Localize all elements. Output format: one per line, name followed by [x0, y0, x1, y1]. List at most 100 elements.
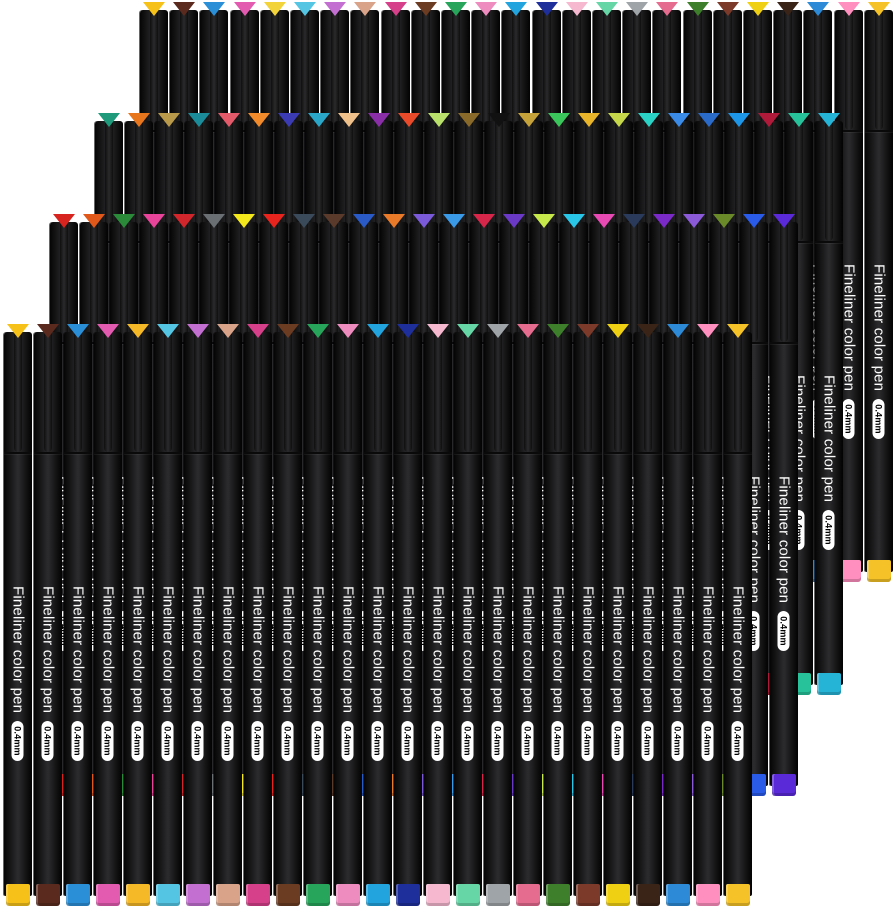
pen-label: Fineliner color pen 0.4mm: [10, 586, 27, 761]
pen-color-tip: [414, 2, 437, 16]
pen-color-tip: [548, 113, 570, 127]
pen-label: Fineliner color pen 0.4mm: [776, 476, 793, 651]
pen-clip: [210, 222, 218, 342]
pen-clip: [421, 10, 430, 130]
tip-size-badge: 0.4mm: [462, 721, 474, 761]
pen-color-tip: [517, 324, 539, 338]
pen-color-tip: [683, 214, 705, 228]
pen-color-tip: [143, 214, 165, 228]
pen-cap-seam: [94, 452, 122, 454]
pen-color-tip: [596, 2, 618, 16]
tip-size-badge: 0.4mm: [492, 721, 504, 761]
pen-color-tip: [277, 324, 299, 338]
pen-clip: [465, 121, 473, 241]
pen-clip: [584, 332, 592, 452]
pen-cap-seam: [215, 241, 243, 243]
pen-clip: [150, 222, 158, 342]
pen-cap-seam: [770, 342, 798, 344]
pen-color-tip: [505, 2, 528, 16]
pen-color-tip: [67, 324, 89, 338]
pen-label-text: Fineliner color pen: [159, 586, 177, 714]
pen-color-tip: [747, 2, 769, 16]
tip-size-badge: 0.4mm: [12, 721, 24, 761]
pen-clip: [540, 222, 548, 342]
pen-color-tip: [323, 214, 345, 228]
pen-color-tip: [128, 113, 150, 127]
pen-label-text: Fineliner color pen: [249, 586, 267, 714]
pen-cap-seam: [124, 452, 152, 454]
pen-cap-seam: [605, 241, 633, 243]
pen-color-tip: [475, 2, 498, 16]
pen-clip: [374, 332, 382, 452]
fineliner-pen: Fineliner color pen 0.4mm: [94, 324, 122, 906]
pen-color-tip: [113, 214, 135, 228]
pen-clip: [420, 222, 428, 342]
pen-color-tip: [713, 214, 735, 228]
pen-end-cap: [546, 884, 570, 906]
pen-label-text: Fineliner color pen: [279, 586, 297, 714]
pen-clip: [225, 121, 233, 241]
pen-label-text: Fineliner color pen: [39, 586, 57, 714]
tip-size-badge: 0.4mm: [702, 721, 714, 761]
pen-cap-seam: [834, 130, 863, 132]
pen-end-cap: [696, 884, 720, 906]
pen-color-tip: [457, 324, 479, 338]
tip-size-badge: 0.4mm: [192, 721, 204, 761]
pen-cap-seam: [634, 452, 662, 454]
pen-color-tip: [728, 113, 750, 127]
pen-color-tip: [143, 2, 165, 16]
pen-color-tip: [547, 324, 569, 338]
pen-color-tip: [686, 2, 709, 16]
fineliner-pen: Fineliner color pen 0.4mm: [124, 324, 152, 906]
fineliner-pen: Fineliner color pen 0.4mm: [514, 324, 542, 906]
pen-cap-seam: [724, 452, 752, 454]
pen-cap-seam: [485, 241, 513, 243]
pen-label: Fineliner color pen 0.4mm: [550, 586, 567, 761]
pen-label: Fineliner color pen 0.4mm: [640, 586, 657, 761]
pen-label-text: Fineliner color pen: [519, 586, 537, 714]
pen-label-text: Fineliner color pen: [729, 586, 747, 714]
pen-clip: [734, 332, 742, 452]
pen-label-text: Fineliner color pen: [669, 586, 687, 714]
fineliner-pen: Fineliner color pen 0.4mm: [484, 324, 512, 906]
pen-color-tip: [98, 113, 120, 127]
pen-end-cap: [6, 884, 30, 906]
pen-label: Fineliner color pen 0.4mm: [250, 586, 267, 761]
pen-label-text: Fineliner color pen: [69, 586, 87, 714]
pen-clip: [434, 332, 442, 452]
tip-size-badge: 0.4mm: [402, 721, 414, 761]
pen-color-tip: [788, 113, 810, 127]
tip-size-badge: 0.4mm: [522, 721, 534, 761]
pen-color-tip: [217, 324, 239, 338]
pen-cap-seam: [424, 452, 452, 454]
fineliner-pen: Fineliner color pen 0.4mm: [634, 324, 662, 906]
pen-clip: [525, 121, 533, 241]
pen-clip: [195, 121, 203, 241]
pen-color-tip: [743, 214, 765, 228]
fineliner-pen: Fineliner color pen 0.4mm: [334, 324, 362, 906]
pen-label: Fineliner color pen 0.4mm: [490, 586, 507, 761]
pen-clip: [285, 121, 293, 241]
fineliner-pen: Fineliner color pen 0.4mm: [304, 324, 332, 906]
pen-cap-seam: [140, 130, 168, 132]
tip-size-badge: 0.4mm: [282, 721, 294, 761]
pen-clip: [572, 10, 581, 130]
pen-clip: [314, 332, 322, 452]
pen-clip: [844, 10, 853, 130]
fineliner-pen: Fineliner color pen 0.4mm: [574, 324, 602, 906]
pen-clip: [390, 222, 398, 342]
pen-color-tip: [203, 214, 225, 228]
pen-color-tip: [727, 324, 749, 338]
pen-cap-seam: [364, 452, 392, 454]
pen-end-cap: [486, 884, 510, 906]
pen-clip: [690, 222, 698, 342]
pen-color-tip: [608, 113, 630, 127]
pen-color-tip: [565, 2, 588, 16]
pen-label: Fineliner color pen 0.4mm: [430, 586, 447, 761]
pen-end-cap: [306, 884, 330, 906]
pen-end-cap: [396, 884, 420, 906]
pen-clip: [344, 332, 352, 452]
pen-color-tip: [758, 113, 780, 127]
pen-clip: [165, 121, 173, 241]
pen-cap-seam: [245, 241, 273, 243]
